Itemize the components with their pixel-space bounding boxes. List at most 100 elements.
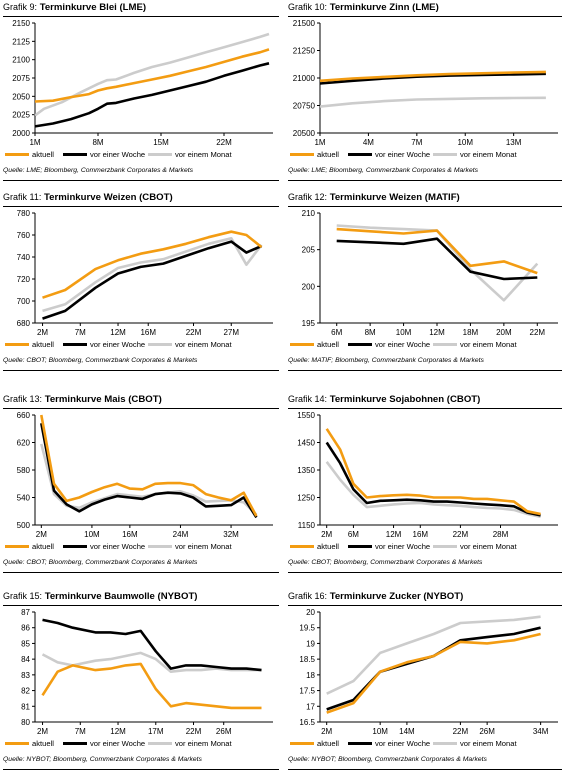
x-tick-label: 2M xyxy=(37,727,48,736)
chart-title: Grafik 15: Terminkurve Baumwolle (NYBOT) xyxy=(3,591,198,602)
series-line-monat xyxy=(326,615,541,695)
bottom-rule xyxy=(288,572,562,573)
legend-item: vor einem Monat xyxy=(148,739,232,748)
legend-label: vor einer Woche xyxy=(90,340,146,349)
legend-label: vor einem Monat xyxy=(175,340,232,349)
legend-swatch xyxy=(348,545,372,548)
y-tick-label: 700 xyxy=(17,297,31,306)
line-chart: 80 81 82 83 84 85 86 87 2M 7M 12M 17M 22M 26M xyxy=(21,608,273,736)
chart-title: Grafik 13: Terminkurve Mais (CBOT) xyxy=(3,394,162,405)
y-tick-label: 2075 xyxy=(12,74,30,83)
x-tick-label: 8M xyxy=(92,138,103,147)
legend: aktuell vor einer Woche vor einem Monat xyxy=(3,150,279,162)
legend-swatch xyxy=(148,343,172,346)
x-tick-label: 16M xyxy=(413,530,429,539)
line-chart: 1150 1250 1350 1450 1550 2M 6M 12M 16M 22M 28M xyxy=(297,411,558,539)
source-note: Quelle: LME; Bloomberg, Commerzbank Corp… xyxy=(3,167,194,174)
legend-label: vor einem Monat xyxy=(175,542,232,551)
series-line-woche xyxy=(325,441,541,517)
x-tick-label: 13M xyxy=(506,138,522,147)
title-rule xyxy=(3,16,279,17)
chart-title: Grafik 10: Terminkurve Zinn (LME) xyxy=(288,2,439,13)
title-rule xyxy=(288,206,562,207)
chart-panel: Grafik 11: Terminkurve Weizen (CBOT) 680 7… xyxy=(3,192,279,382)
legend-item: vor einer Woche xyxy=(348,340,430,349)
source-note: Quelle: CBOT; Bloomberg, Commerzbank Cor… xyxy=(3,559,198,566)
source-note: Quelle: MATIF; Bloomberg, Commerzbank Co… xyxy=(288,357,484,364)
x-tick-label: 4M xyxy=(363,138,374,147)
legend-swatch xyxy=(5,742,29,745)
x-tick-label: 1M xyxy=(29,138,40,147)
x-tick-label: 22M xyxy=(453,530,469,539)
x-tick-label: 2M xyxy=(37,328,48,337)
legend: aktuell vor einer Woche vor einem Monat xyxy=(288,150,562,162)
x-tick-label: 22M xyxy=(530,328,546,337)
title-rule xyxy=(288,408,562,409)
chart-title: Grafik 9: Terminkurve Blei (LME) xyxy=(3,2,146,13)
series-line-woche xyxy=(40,423,258,519)
legend-swatch xyxy=(290,153,314,156)
x-tick-label: 7M xyxy=(75,727,86,736)
x-tick-label: 12M xyxy=(386,530,402,539)
legend-label: vor einer Woche xyxy=(90,739,146,748)
title-rule xyxy=(288,16,562,17)
legend-item: aktuell xyxy=(290,340,339,349)
x-tick-label: 26M xyxy=(479,727,495,736)
series-line-monat xyxy=(42,236,263,313)
chart-panel: Grafik 12: Terminkurve Weizen (MATIF) 195… xyxy=(288,192,562,382)
legend-swatch xyxy=(63,153,87,156)
legend-label: aktuell xyxy=(32,150,54,159)
legend-item: vor einer Woche xyxy=(63,150,145,159)
x-tick-label: 22M xyxy=(216,138,232,147)
legend-swatch xyxy=(148,153,172,156)
title-rule xyxy=(3,408,279,409)
x-tick-label: 2M xyxy=(321,530,332,539)
y-tick-label: 20750 xyxy=(293,102,316,111)
bottom-rule xyxy=(3,180,279,181)
legend-swatch xyxy=(5,545,29,548)
legend: aktuell vor einer Woche vor einem Monat xyxy=(3,542,279,554)
legend: aktuell vor einer Woche vor einem Monat xyxy=(288,739,562,751)
legend-swatch xyxy=(290,742,314,745)
bottom-rule xyxy=(288,180,562,181)
legend-item: vor einer Woche xyxy=(63,542,145,551)
legend-label: vor einem Monat xyxy=(175,150,232,159)
y-tick-label: 1250 xyxy=(297,494,315,503)
y-tick-label: 21000 xyxy=(293,74,316,83)
legend: aktuell vor einer Woche vor einem Monat xyxy=(3,340,279,352)
source-note: Quelle: CBOT; Bloomberg, Commerzbank Cor… xyxy=(3,357,198,364)
bottom-rule xyxy=(3,572,279,573)
y-tick-label: 200 xyxy=(302,282,316,291)
title-rule xyxy=(288,605,562,606)
legend-item: vor einer Woche xyxy=(348,150,430,159)
chart-title-text: Terminkurve Zucker (NYBOT) xyxy=(329,591,464,602)
y-tick-label: 660 xyxy=(17,411,31,420)
y-tick-label: 620 xyxy=(17,439,31,448)
y-tick-label: 2125 xyxy=(12,37,30,46)
legend-label: aktuell xyxy=(317,542,339,551)
series-line-monat xyxy=(40,443,258,516)
chart-title-prefix: Grafik 11: xyxy=(3,192,42,202)
x-tick-label: 14M xyxy=(399,727,415,736)
y-tick-label: 83 xyxy=(21,671,30,680)
source-note: Quelle: CBOT; Bloomberg, Commerzbank Cor… xyxy=(288,559,483,566)
x-tick-label: 6M xyxy=(348,530,359,539)
y-tick-label: 195 xyxy=(302,319,316,328)
x-tick-label: 12M xyxy=(110,328,126,337)
x-tick-label: 22M xyxy=(453,727,469,736)
x-tick-label: 7M xyxy=(75,328,86,337)
legend-label: vor einer Woche xyxy=(375,739,431,748)
x-tick-label: 26M xyxy=(216,727,232,736)
legend-label: aktuell xyxy=(317,150,339,159)
legend-item: vor einem Monat xyxy=(433,542,517,551)
y-tick-label: 21250 xyxy=(293,47,316,56)
x-tick-label: 32M xyxy=(223,530,239,539)
x-tick-label: 1M xyxy=(314,138,325,147)
x-tick-label: 8M xyxy=(365,328,376,337)
legend-label: aktuell xyxy=(32,739,54,748)
x-tick-label: 20M xyxy=(496,328,512,337)
chart-title: Grafik 16: Terminkurve Zucker (NYBOT) xyxy=(288,591,463,602)
legend-label: vor einer Woche xyxy=(375,542,431,551)
x-tick-label: 2M xyxy=(36,530,47,539)
legend-label: vor einem Monat xyxy=(460,150,517,159)
